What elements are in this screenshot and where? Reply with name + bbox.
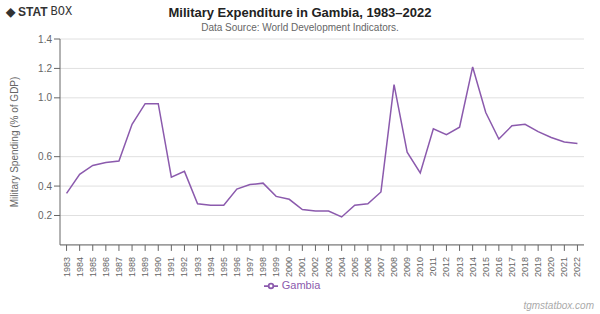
svg-text:2016: 2016 <box>494 257 504 277</box>
svg-text:1997: 1997 <box>245 257 255 277</box>
svg-text:1985: 1985 <box>88 257 98 277</box>
svg-text:2022: 2022 <box>572 257 582 277</box>
svg-text:2004: 2004 <box>337 257 347 277</box>
svg-text:1993: 1993 <box>193 257 203 277</box>
svg-text:1994: 1994 <box>206 257 216 277</box>
svg-text:2020: 2020 <box>546 257 556 277</box>
svg-text:2014: 2014 <box>468 257 478 277</box>
svg-text:2008: 2008 <box>389 257 399 277</box>
svg-text:1999: 1999 <box>271 257 281 277</box>
svg-text:1984: 1984 <box>75 257 85 277</box>
svg-text:2001: 2001 <box>297 257 307 277</box>
svg-text:1.4: 1.4 <box>38 34 52 45</box>
svg-text:1991: 1991 <box>166 257 176 277</box>
svg-text:2013: 2013 <box>455 257 465 277</box>
svg-text:Military Spending (% of GDP): Military Spending (% of GDP) <box>9 77 20 208</box>
svg-text:1989: 1989 <box>140 257 150 277</box>
svg-text:1987: 1987 <box>114 257 124 277</box>
svg-text:1992: 1992 <box>179 257 189 277</box>
svg-text:1996: 1996 <box>232 257 242 277</box>
svg-text:2007: 2007 <box>376 257 386 277</box>
html-text:◆ STAT BOX: ◆ STAT BOX <box>6 5 73 19</box>
svg-text:2018: 2018 <box>520 257 530 277</box>
svg-text:2019: 2019 <box>533 257 543 277</box>
svg-text:1998: 1998 <box>258 257 268 277</box>
html-text:Military Expenditure in Gambia: Military Expenditure in Gambia, 1983–202… <box>168 5 432 20</box>
html-text:Gambia: Gambia <box>281 278 321 291</box>
html-text:tgmstatbox.com: tgmstatbox.com <box>523 300 594 311</box>
svg-text:2010: 2010 <box>415 257 425 277</box>
svg-text:2009: 2009 <box>402 257 412 277</box>
svg-text:1.0: 1.0 <box>38 92 52 103</box>
html-text:Data Source: World Development: Data Source: World Development Indicator… <box>201 22 399 33</box>
svg-text:1.2: 1.2 <box>38 63 52 74</box>
svg-text:2005: 2005 <box>350 257 360 277</box>
svg-text:0.2: 0.2 <box>38 210 52 221</box>
svg-text:1983: 1983 <box>62 257 72 277</box>
svg-text:1995: 1995 <box>219 257 229 277</box>
svg-text:2006: 2006 <box>363 257 373 277</box>
svg-text:2017: 2017 <box>507 257 517 277</box>
svg-text:2021: 2021 <box>559 257 569 277</box>
svg-text:0.6: 0.6 <box>38 151 52 162</box>
svg-text:2015: 2015 <box>481 257 491 277</box>
svg-text:1986: 1986 <box>101 257 111 277</box>
svg-text:2012: 2012 <box>441 257 451 277</box>
svg-text:1990: 1990 <box>153 257 163 277</box>
svg-text:2011: 2011 <box>428 257 438 276</box>
svg-text:1988: 1988 <box>127 257 137 277</box>
svg-text:2003: 2003 <box>324 257 334 277</box>
svg-text:2000: 2000 <box>284 257 294 277</box>
svg-text:0.4: 0.4 <box>38 181 52 192</box>
svg-text:2002: 2002 <box>310 257 320 277</box>
